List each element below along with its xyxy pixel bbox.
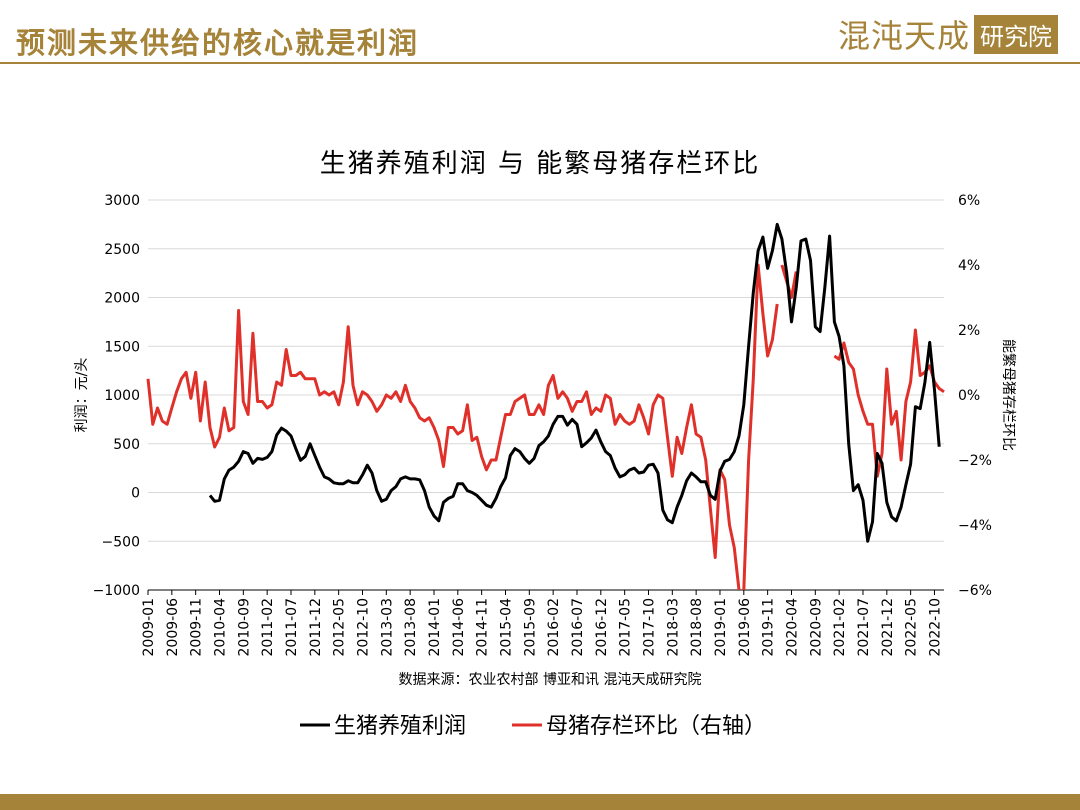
x-tick-label: 2011-07 [284,598,300,657]
y-tick-label: 2500 [104,242,140,258]
x-tick-label: 2015-04 [498,598,514,657]
chart-source: 数据来源：农业农村部 博亚和讯 混沌天成研究院 [399,671,702,688]
x-tick-label: 2016-07 [570,598,586,657]
x-axis-ticks: 2009-01 2009-06 2009-11 2010-04 2010-09 2011-… [141,590,943,657]
y-tick-label: 0 [131,486,140,502]
brand-logo: 混沌天成 研究院 [837,14,1058,55]
chart-grid [148,199,944,591]
y-tick-label: 1500 [104,339,140,355]
x-tick-label: 2017-10 [641,598,657,657]
x-tick-label: 2009-06 [165,598,181,657]
x-tick-label: 2019-06 [737,598,753,657]
legend-label-profit: 生猪养殖利润 [334,714,466,739]
y-tick-label: 1000 [104,388,140,404]
x-tick-label: 2020-04 [784,598,800,657]
y-tick-label: 2000 [104,291,140,307]
y-tick-label: 3000 [104,193,140,209]
y-tick-label: −500 [102,534,140,550]
x-tick-label: 2013-03 [379,598,395,657]
chart-canvas: 生猪养殖利润 与 能繁母猪存栏环比 3000 2500 2000 1500 1000 50… [74,149,1016,739]
x-tick-label: 2017-05 [618,598,634,657]
series-sow-line [742,263,779,591]
x-tick-label: 2022-10 [927,598,943,657]
x-tick-label: 2014-11 [475,598,491,657]
y2-tick-label: 0% [958,388,980,404]
left-axis-label: 利润：元/头 [74,358,90,433]
x-tick-label: 2012-10 [355,598,371,657]
x-tick-label: 2019-11 [761,598,777,657]
x-tick-label: 2016-12 [594,598,610,657]
y2-tick-label: −2% [958,453,992,469]
right-axis-label: 能繁母猪存栏环比 [1000,339,1016,451]
x-tick-label: 2022-05 [904,598,920,657]
x-tick-label: 2018-08 [689,598,705,657]
x-tick-label: 2015-09 [522,598,538,657]
x-tick-label: 2018-03 [665,598,681,657]
x-tick-label: 2013-08 [403,598,419,657]
y-tick-label: −1000 [93,583,140,599]
y2-tick-label: −6% [958,583,992,599]
x-tick-label: 2021-12 [880,598,896,657]
x-tick-label: 2014-06 [451,598,467,657]
right-axis-ticks: 6% 4% 2% 0% −2% −4% −6% [958,193,992,599]
series-sow-line [146,309,741,591]
y-tick-label: 500 [113,437,140,453]
x-tick-label: 2009-11 [189,598,205,657]
chart-lines [146,222,945,591]
legend: 生猪养殖利润 母猪存栏环比（右轴） [300,714,766,739]
x-tick-label: 2020-09 [808,598,824,657]
header-divider [0,62,1080,64]
x-tick-label: 2014-01 [427,598,443,657]
logo-script: 混沌天成 [837,17,970,55]
logo-box: 研究院 [974,14,1058,54]
x-tick-label: 2012-05 [332,598,348,657]
left-axis-ticks: 3000 2500 2000 1500 1000 500 0 −500 −1000 [93,193,140,599]
x-tick-label: 2010-04 [212,598,228,657]
legend-label-sow: 母猪存栏环比（右轴） [546,714,766,739]
x-tick-label: 2010-09 [236,598,252,657]
x-tick-label: 2009-01 [141,598,157,657]
x-tick-label: 2021-07 [856,598,872,657]
y2-tick-label: 4% [958,258,980,274]
page-title: 预测未来供给的核心就是利润 [16,26,420,60]
chart-title: 生猪养殖利润 与 能繁母猪存栏环比 [320,149,761,179]
y2-tick-label: 2% [958,323,980,339]
x-tick-label: 2011-02 [260,598,276,657]
series-profit-line [208,222,941,543]
y2-tick-label: −4% [958,518,992,534]
footer-bar [0,794,1080,810]
x-tick-label: 2016-02 [546,598,562,657]
x-tick-label: 2019-01 [713,598,729,657]
x-tick-label: 2011-12 [308,598,324,657]
x-tick-label: 2021-02 [832,598,848,657]
y2-tick-label: 6% [958,193,980,209]
